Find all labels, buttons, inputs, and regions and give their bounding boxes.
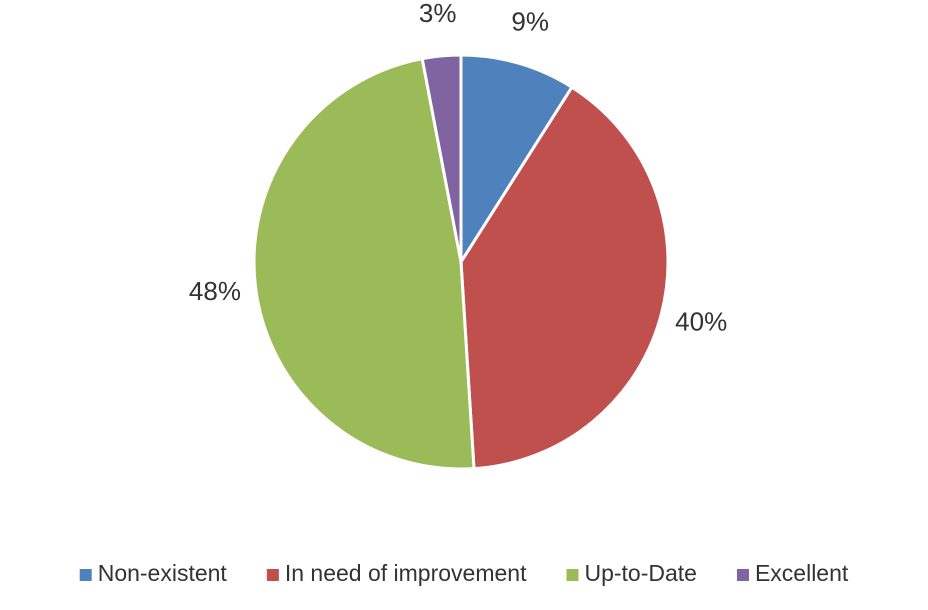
data-label: 9% [511, 7, 549, 37]
legend-text: Non-existent [98, 560, 228, 586]
legend-swatch [79, 569, 92, 581]
pie-slice [459, 85, 670, 471]
data-label: 40% [675, 307, 727, 337]
legend-text: Up-to-Date [584, 560, 696, 586]
data-label: 48% [189, 276, 241, 306]
legend-text: Excellent [755, 560, 849, 586]
legend-swatch [266, 569, 279, 581]
pie-slice [252, 56, 476, 471]
legend-swatch [736, 569, 749, 581]
pie-slice [459, 53, 574, 268]
legend-swatch [566, 569, 579, 581]
legend-text: In need of improvement [285, 560, 527, 586]
pie-slice [420, 53, 463, 263]
data-label: 3% [419, 0, 457, 28]
